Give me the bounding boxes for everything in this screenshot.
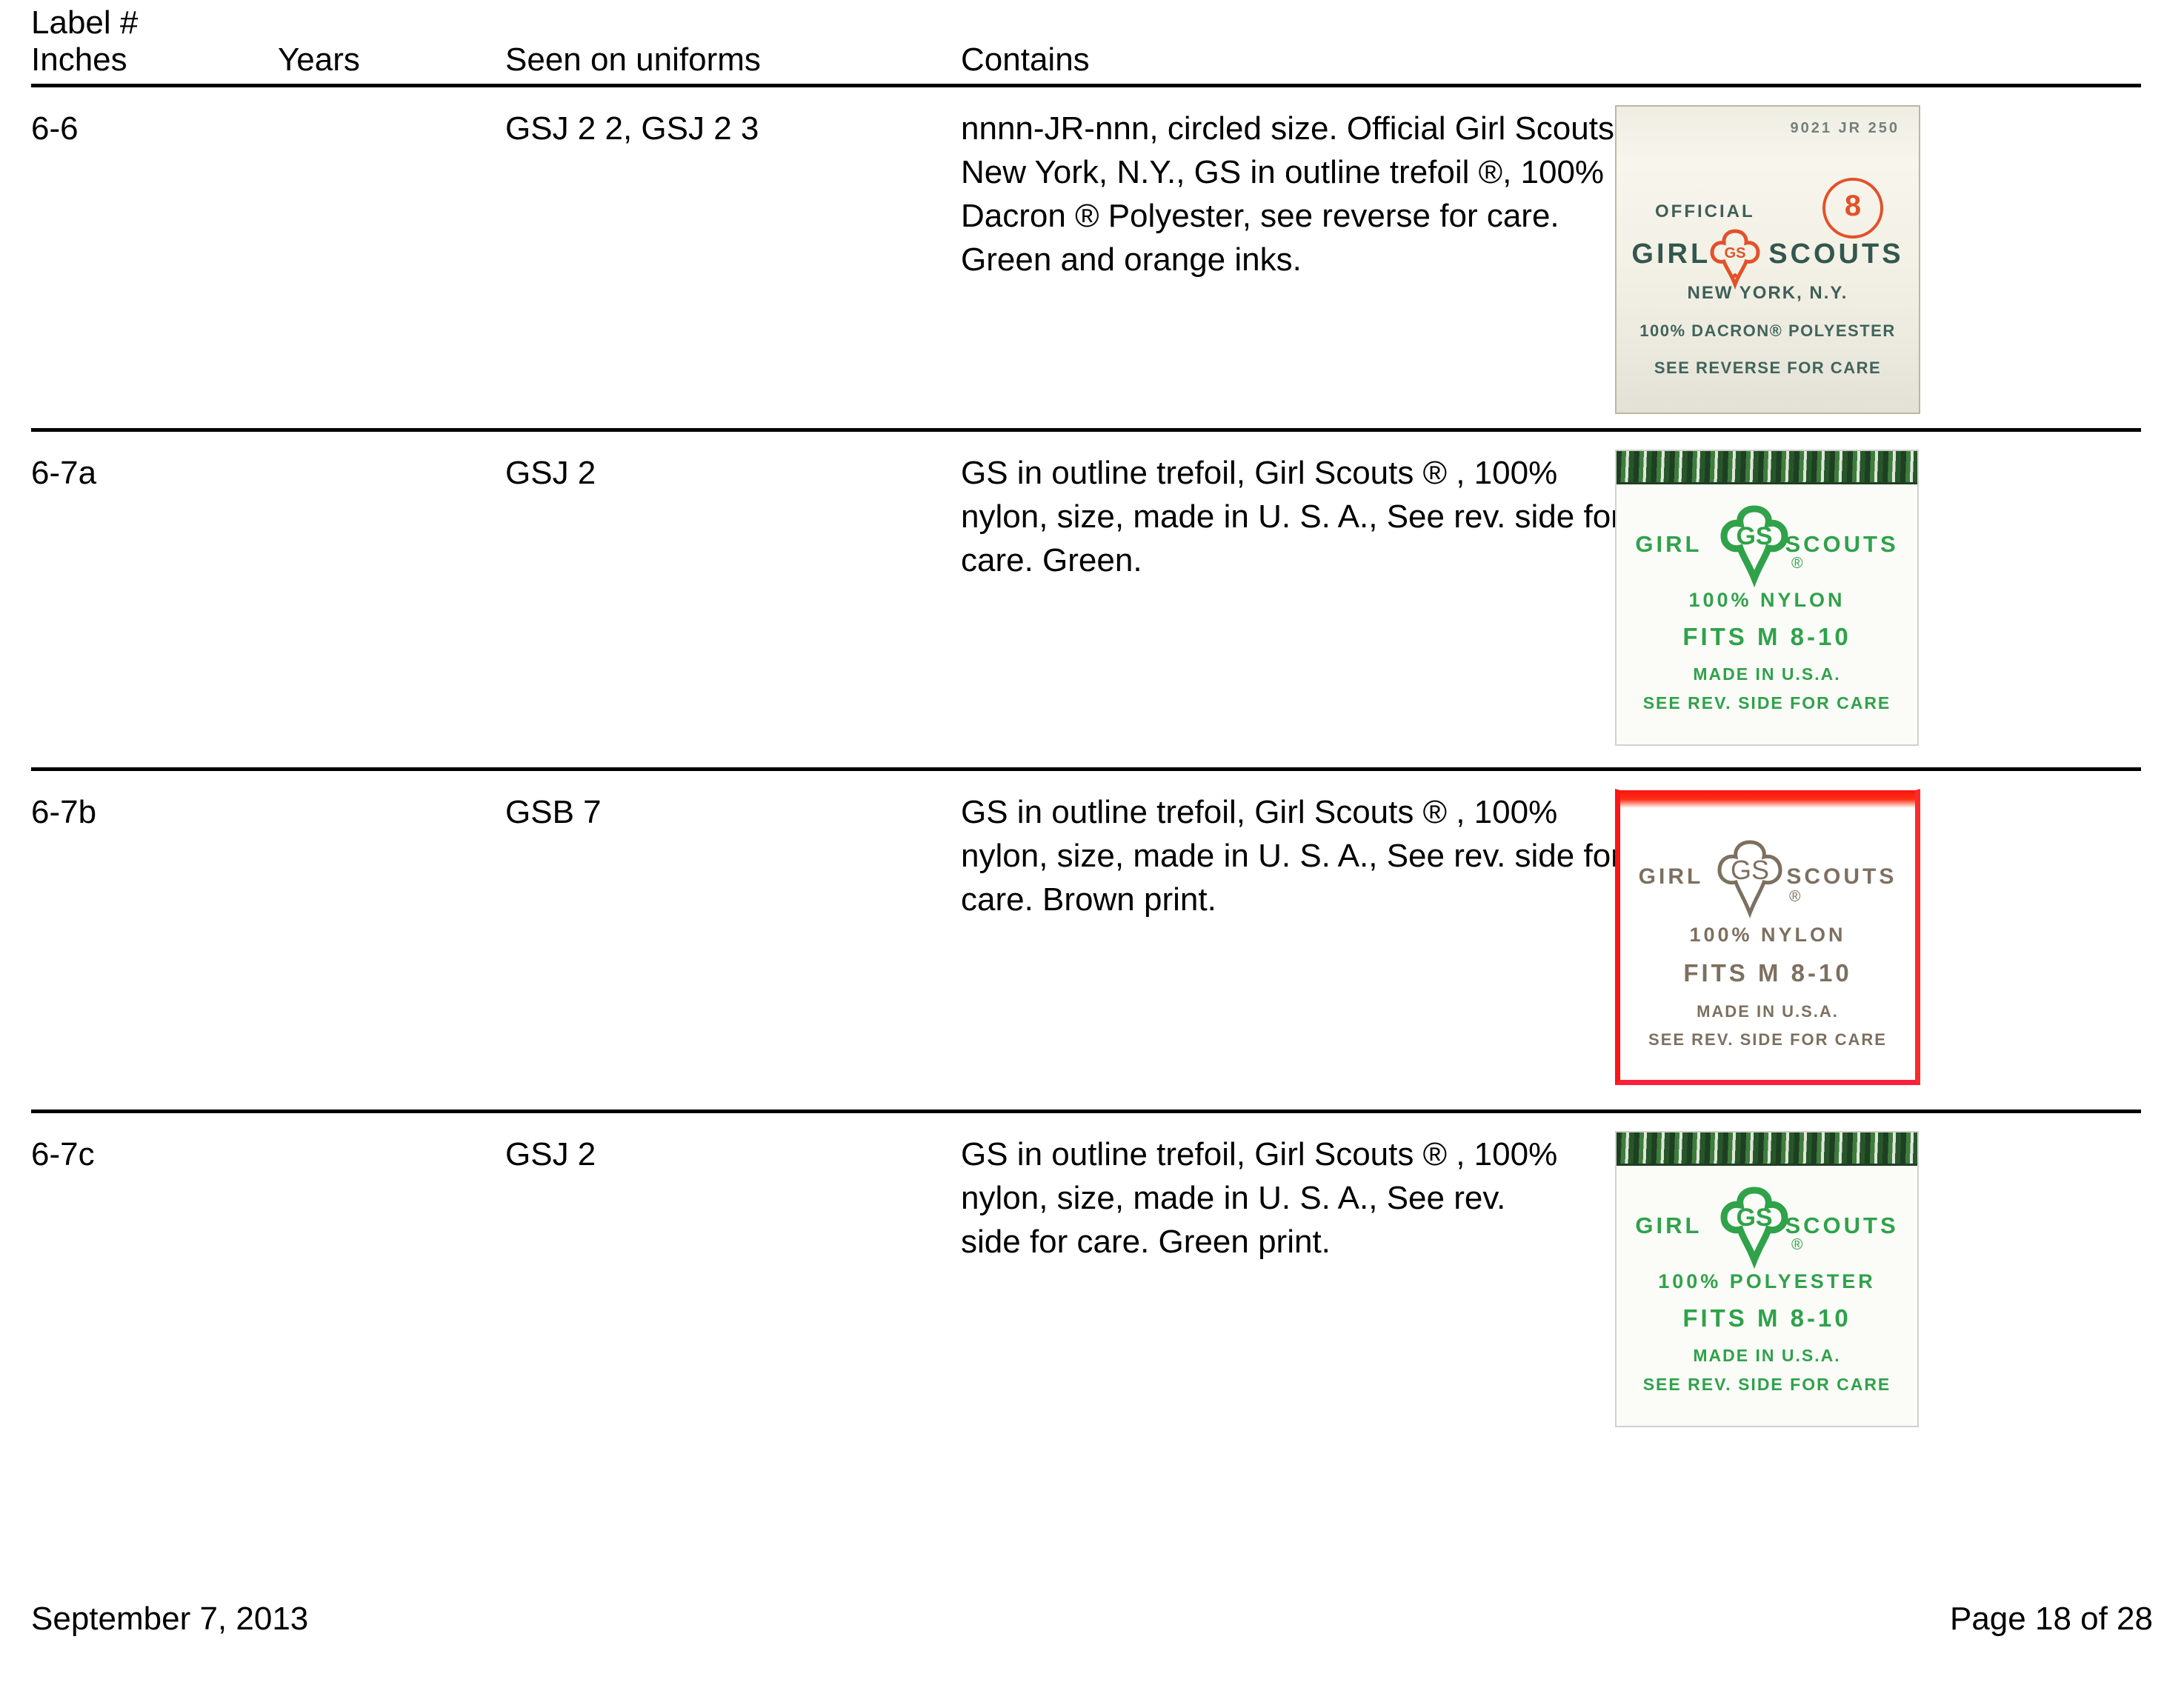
label-fiber-content: 100% NYLON (1688, 589, 1845, 611)
red-edge (1620, 790, 1915, 808)
cell-contains: GS in outline trefoil, Girl Scouts ® , 1… (961, 794, 1622, 918)
cell-inches: 6-7c (31, 1136, 95, 1172)
cell-seen-on-uniforms: GSJ 2 2, GSJ 2 3 (505, 110, 759, 147)
table-row: 6-6 GSJ 2 2, GSJ 2 3 nnnn-JR-nnn, circle… (31, 87, 2141, 428)
cell-inches: 6-7b (31, 794, 97, 830)
column-header-contains: Contains (961, 41, 1090, 78)
trefoil-icon: GS (1717, 840, 1782, 919)
svg-text:GS: GS (1736, 1204, 1772, 1232)
table-row: 6-7a GSJ 2 GS in outline trefoil, Girl S… (31, 432, 2141, 767)
label-made-in: MADE IN U.S.A. (1693, 664, 1841, 684)
trefoil-icon: GS (1710, 229, 1760, 290)
label-care-instruction: SEE REV. SIDE FOR CARE (1642, 693, 1891, 713)
label-fit-size: FITS M 8-10 (1682, 1304, 1851, 1332)
label-brand-left: GIRL (1631, 238, 1711, 270)
cell-label-photo: GIRL SCOUTS GS ® 100% NYLON FITS M 8-10 M… (1615, 789, 1920, 1085)
label-size-circle: 8 (1822, 178, 1883, 238)
label-fit-size: FITS M 8-10 (1682, 623, 1851, 650)
footer-date: September 7, 2013 (31, 1601, 309, 1637)
registered-mark-icon: ® (1789, 888, 1801, 905)
label-brand-line: GIRL SCOUTS (1617, 1212, 1917, 1239)
cell-contains: GS in outline trefoil, Girl Scouts ® , 1… (961, 1136, 1558, 1260)
serged-edge (1617, 451, 1917, 484)
label-top-code: 9021 JR 250 (1790, 120, 1900, 136)
label-fiber-content: 100% NYLON (1689, 924, 1846, 946)
label-brand-right: SCOUTS (1785, 1212, 1899, 1238)
labels-table: Label # Inches Years Seen on uniforms Co… (31, 0, 2141, 1484)
label-fiber-content: 100% POLYESTER (1658, 1270, 1876, 1292)
column-header-seen-on-uniforms: Seen on uniforms (505, 41, 761, 78)
header-rule (31, 84, 2141, 87)
cell-contains: GS in outline trefoil, Girl Scouts ® , 1… (961, 455, 1622, 578)
label-brand-right: SCOUTS (1786, 864, 1897, 889)
cell-label-photo: GIRL SCOUTS GS ® 100% NYLON FITS M 8-10 M… (1615, 450, 1919, 746)
table-row: 6-7b GSB 7 GS in outline trefoil, Girl S… (31, 771, 2141, 1110)
label-care-instruction: SEE REV. SIDE FOR CARE (1642, 1375, 1891, 1394)
cell-seen-on-uniforms: GSJ 2 (505, 455, 596, 491)
svg-text:GS: GS (1725, 245, 1746, 261)
svg-text:GS: GS (1736, 522, 1772, 550)
label-brand-line: GIRL SCOUTS (1617, 238, 1919, 270)
trefoil-icon: GS (1720, 1187, 1788, 1269)
girl-scouts-nylon-green-print-label: GIRL SCOUTS GS ® 100% NYLON FITS M 8-10 M… (1615, 450, 1919, 746)
column-header-inches: Inches (31, 41, 127, 78)
row-divider (31, 1110, 2141, 1113)
label-brand-line: GIRL SCOUTS (1617, 531, 1917, 558)
column-header-label-hash: Label # (31, 4, 139, 41)
page-footer: September 7, 2013 Page 18 of 28 (31, 1600, 2153, 1638)
svg-text:GS: GS (1731, 855, 1769, 885)
label-care-instruction: SEE REVERSE FOR CARE (1654, 358, 1882, 377)
table-header: Label # Inches Years Seen on uniforms Co… (31, 0, 2141, 84)
label-made-in: MADE IN U.S.A. (1693, 1346, 1841, 1365)
label-made-in: MADE IN U.S.A. (1697, 1002, 1839, 1021)
footer-page-number: Page 18 of 28 (1949, 1601, 2153, 1637)
girl-scouts-nylon-brown-print-label: GIRL SCOUTS GS ® 100% NYLON FITS M 8-10 M… (1615, 789, 1920, 1085)
label-brand-left: GIRL (1638, 864, 1704, 889)
cell-contains: nnnn-JR-nnn, circled size. Official Girl… (961, 110, 1614, 278)
label-fit-size: FITS M 8-10 (1683, 959, 1852, 987)
label-brand-right: SCOUTS (1785, 531, 1899, 557)
cell-label-photo: GIRL SCOUTS GS ® 100% POLYESTER FITS M 8-… (1615, 1131, 1919, 1427)
girl-scouts-dacron-polyester-label: 9021 JR 250 OFFICIAL 8 GIRL SCOUTS GS NEW… (1615, 105, 1920, 414)
trefoil-icon: GS (1720, 505, 1788, 587)
cell-inches: 6-6 (31, 110, 79, 147)
label-brand-right: SCOUTS (1768, 238, 1904, 270)
label-brand-left: GIRL (1635, 531, 1702, 557)
cell-seen-on-uniforms: GSJ 2 (505, 1136, 596, 1172)
cell-seen-on-uniforms: GSB 7 (505, 794, 602, 830)
label-brand-left: GIRL (1635, 1212, 1702, 1238)
table-row: 6-7c GSJ 2 GS in outline trefoil, Girl S… (31, 1113, 2141, 1484)
row-divider (31, 767, 2141, 771)
girl-scouts-polyester-green-print-label: GIRL SCOUTS GS ® 100% POLYESTER FITS M 8-… (1615, 1131, 1919, 1427)
registered-mark-icon: ® (1791, 555, 1803, 572)
column-header-years: Years (278, 41, 360, 78)
label-care-instruction: SEE REV. SIDE FOR CARE (1648, 1030, 1887, 1049)
label-brand-line: GIRL SCOUTS (1620, 864, 1915, 890)
label-fiber-content: 100% DACRON® POLYESTER (1639, 321, 1896, 340)
serged-edge (1617, 1132, 1917, 1166)
registered-mark-icon: ® (1791, 1236, 1803, 1253)
cell-inches: 6-7a (31, 455, 97, 491)
label-city: NEW YORK, N.Y. (1687, 283, 1848, 303)
label-official-text: OFFICIAL (1655, 201, 1755, 221)
cell-label-photo: 9021 JR 250 OFFICIAL 8 GIRL SCOUTS GS NEW… (1615, 105, 1920, 414)
row-divider (31, 428, 2141, 432)
